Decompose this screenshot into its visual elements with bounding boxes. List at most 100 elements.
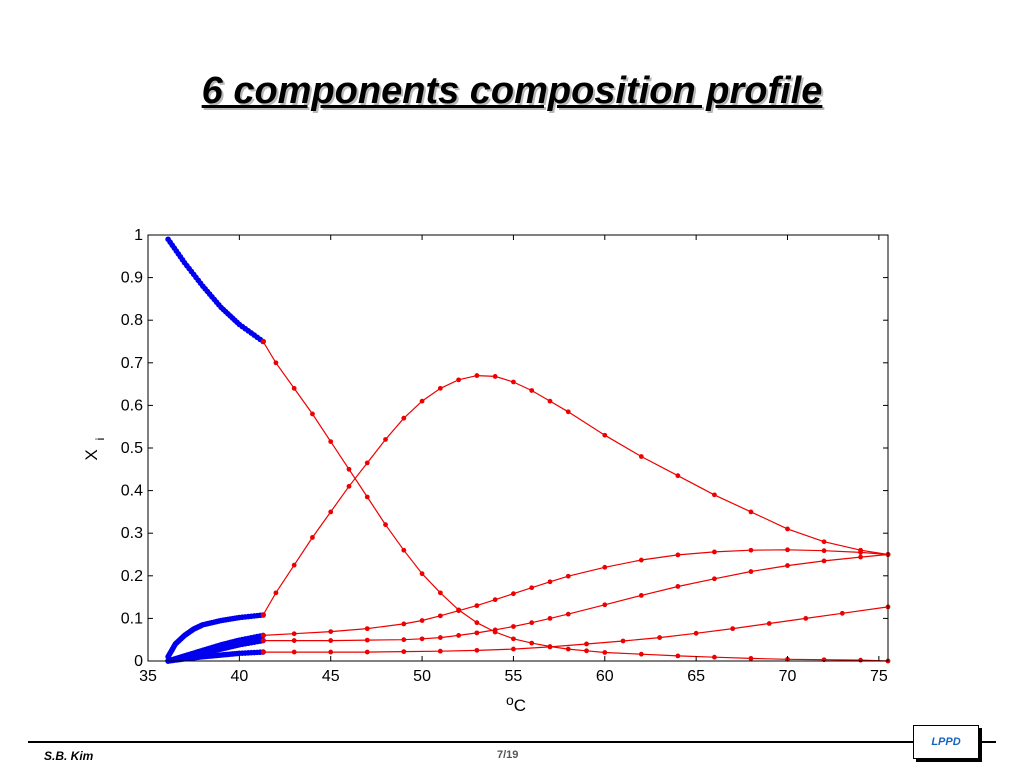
data-point [419,636,425,642]
data-point [821,558,827,564]
data-point [310,411,315,417]
data-point [328,439,334,445]
data-point [474,647,480,653]
y-axis-label: X i [82,438,107,461]
data-point [712,576,717,582]
data-point [260,649,266,655]
footer-author: S.B. Kim [44,749,94,763]
series-2 [165,612,266,660]
data-point [291,631,297,637]
data-point [401,621,407,627]
x-tick-label: 65 [687,668,705,685]
data-point [437,648,443,654]
x-axis-label: oC [506,692,526,715]
data-point [657,635,663,640]
data-point [511,624,516,629]
data-point [291,385,297,391]
y-tick-label: 0.6 [121,397,143,414]
y-tick-label: 0.7 [121,355,143,372]
data-point [492,374,498,379]
data-point [547,579,553,585]
data-point [346,483,352,489]
data-point [803,616,809,621]
data-point [675,473,681,479]
data-point [401,415,407,421]
data-point [364,460,370,466]
data-point [364,637,370,643]
data-point [785,563,790,568]
data-point [511,636,516,642]
data-point [748,656,754,661]
data-point [638,454,644,459]
slide-title: 6 components composition profile [201,70,823,112]
y-tick-label: 0.2 [121,568,143,585]
y-tick-label: 0.3 [121,525,143,542]
data-point [419,618,425,623]
data-point [383,437,388,442]
x-tick-label: 70 [779,668,797,685]
data-point [529,640,535,646]
data-point [260,339,266,344]
x-tick-label: 55 [505,668,523,685]
x-tick-label: 60 [596,668,614,685]
data-point [260,638,266,643]
data-point [748,547,754,553]
data-point [401,637,407,643]
data-point [602,650,608,655]
data-point [474,603,480,609]
data-point [602,432,608,438]
data-point [437,635,443,640]
data-point [565,409,571,415]
series-6 [260,339,891,664]
data-point [547,398,553,404]
y-tick-label: 0 [134,653,143,670]
data-point [675,653,681,659]
data-point [529,620,535,626]
data-point [419,571,425,577]
svg-text:X: X [82,449,101,460]
data-point [364,494,370,500]
series-10 [260,604,891,655]
y-tick-label: 0.8 [121,312,143,329]
x-tick-label: 35 [139,668,157,685]
data-point [529,585,535,591]
data-point [346,466,352,472]
data-point [456,608,462,614]
data-point [565,646,571,652]
data-point [675,552,681,558]
series-line [166,238,264,343]
composition-chart: 35 40 45 50 55 60 65 70 75 0 0.1 0.2 0.3 0.4 0.5 0.6 0.7… [82,227,891,715]
data-point [584,641,589,647]
data-point [602,602,608,608]
data-point [748,509,754,515]
y-tick-label: 0.1 [121,610,143,627]
data-point [511,646,516,652]
data-point [328,638,334,643]
data-point [273,590,279,596]
data-point [565,611,571,617]
data-point [693,630,699,636]
data-point [638,557,644,563]
y-tick-label: 1 [134,227,143,244]
lppd-logo: LPPD [913,725,979,759]
data-point [419,398,425,404]
data-point [291,638,297,643]
plot-area-frame [147,234,889,662]
data-point [584,648,589,654]
series-line [263,553,889,642]
data-point [712,549,717,555]
data-point [511,379,516,385]
data-point [766,621,772,626]
data-point [547,616,553,621]
svg-text:i: i [93,438,107,441]
data-point [785,547,790,553]
data-point [858,554,863,560]
data-point [748,569,754,574]
data-point [675,584,681,589]
footer-divider [28,741,913,743]
series-line [263,606,889,653]
data-point [712,492,717,498]
data-point [785,526,790,532]
data-point [273,360,279,366]
data-point [492,627,498,633]
